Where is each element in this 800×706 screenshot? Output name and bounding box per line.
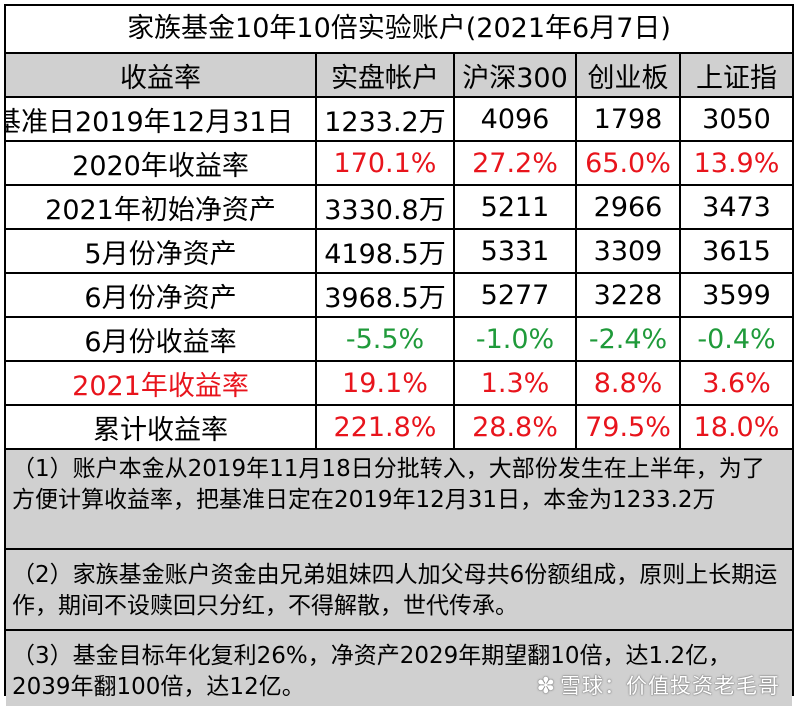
table-row: 基准日2019年12月31日 1233.2万 4096 1798 3050	[6, 97, 792, 142]
note-target-return: （3）基金目标年化复利26%，净资产2029年期望翻10倍，达1.2亿，2039…	[6, 631, 792, 706]
table-cell: 4198.5万	[316, 229, 455, 274]
table-header-row: 收益率 实盘帐户 沪深300 创业板 上证指	[6, 54, 792, 98]
note-target-return-text: （3）基金目标年化复利26%，净资产2029年期望翻10倍，达1.2亿，2039…	[12, 643, 732, 700]
table-cell: -0.4%	[680, 317, 792, 362]
table-cell: -5.5%	[316, 317, 455, 362]
row-label-2021-return: 2021年收益率	[6, 361, 317, 406]
table-cell: 221.8%	[316, 405, 455, 450]
row-label-may-assets: 5月份净资产	[6, 229, 317, 274]
table-cell: 1233.2万	[316, 97, 455, 142]
table-cell: 1798	[576, 97, 681, 142]
table-cell: 5331	[454, 229, 577, 274]
table-cell: 5211	[454, 185, 577, 230]
table-cell: 3968.5万	[316, 273, 455, 318]
table-cell: 4096	[454, 97, 577, 142]
header-csi300: 沪深300	[454, 54, 577, 98]
report-title: 家族基金10年10倍实验账户(2021年6月7日)	[6, 6, 792, 54]
table-row: 2020年收益率 170.1% 27.2% 65.0% 13.9%	[6, 141, 792, 186]
header-return-rate: 收益率	[6, 54, 317, 98]
table-row: 6月份收益率 -5.5% -1.0% -2.4% -0.4%	[6, 317, 792, 362]
table-cell: 18.0%	[680, 405, 792, 450]
table-row: 2021年初始净资产 3330.8万 5211 2966 3473	[6, 185, 792, 230]
row-label-base-date: 基准日2019年12月31日	[6, 97, 317, 142]
table-cell: 3309	[576, 229, 681, 274]
note-family-shares: （2）家族基金账户资金由兄弟姐妹四人加父母共6份额组成，原则上长期运作，期间不设…	[6, 550, 792, 631]
table-cell: 170.1%	[316, 141, 455, 186]
header-real-account: 实盘帐户	[316, 54, 455, 98]
table-cell: 3.6%	[680, 361, 792, 406]
note-principal-transfer: （1）账户本金从2019年11月18日分批转入，大部份发生在上半年，为了方便计算…	[6, 450, 792, 550]
table-cell: 19.1%	[316, 361, 455, 406]
table-cell: 79.5%	[576, 405, 681, 450]
table-cell: 65.0%	[576, 141, 681, 186]
table-cell: -1.0%	[454, 317, 577, 362]
snowball-logo-icon: ✽	[536, 674, 556, 699]
table-row: 累计收益率 221.8% 28.8% 79.5% 18.0%	[6, 405, 792, 450]
table-cell: 2966	[576, 185, 681, 230]
watermark: ✽ 雪球：价值投资老毛哥	[537, 671, 780, 702]
table-cell: 3615	[680, 229, 792, 274]
table-cell: 3228	[576, 273, 681, 318]
row-label-june-return: 6月份收益率	[6, 317, 317, 362]
watermark-text: 雪球：价值投资老毛哥	[560, 674, 780, 698]
table-cell: 27.2%	[454, 141, 577, 186]
table-cell: 3330.8万	[316, 185, 455, 230]
table-cell: 8.8%	[576, 361, 681, 406]
table-row: 2021年收益率 19.1% 1.3% 8.8% 3.6%	[6, 361, 792, 406]
row-label-june-assets: 6月份净资产	[6, 273, 317, 318]
row-label-2021-initial-assets: 2021年初始净资产	[6, 185, 317, 230]
table-cell: 13.9%	[680, 141, 792, 186]
table-cell: 3473	[680, 185, 792, 230]
row-label-cumulative-return: 累计收益率	[6, 405, 317, 450]
table-cell: 3599	[680, 273, 792, 318]
table-row: 6月份净资产 3968.5万 5277 3228 3599	[6, 273, 792, 318]
table-cell: -2.4%	[576, 317, 681, 362]
header-chinext: 创业板	[576, 54, 681, 98]
table-cell: 3050	[680, 97, 792, 142]
table-row: 5月份净资产 4198.5万 5331 3309 3615	[6, 229, 792, 274]
table-cell: 1.3%	[454, 361, 577, 406]
row-label-2020-return: 2020年收益率	[6, 141, 317, 186]
returns-table: 收益率 实盘帐户 沪深300 创业板 上证指 基准日2019年12月31日 12…	[6, 54, 792, 450]
header-sse-index: 上证指	[680, 54, 792, 98]
table-cell: 5277	[454, 273, 577, 318]
fund-report-card: 家族基金10年10倍实验账户(2021年6月7日) 收益率 实盘帐户 沪深300…	[4, 4, 794, 706]
table-cell: 28.8%	[454, 405, 577, 450]
